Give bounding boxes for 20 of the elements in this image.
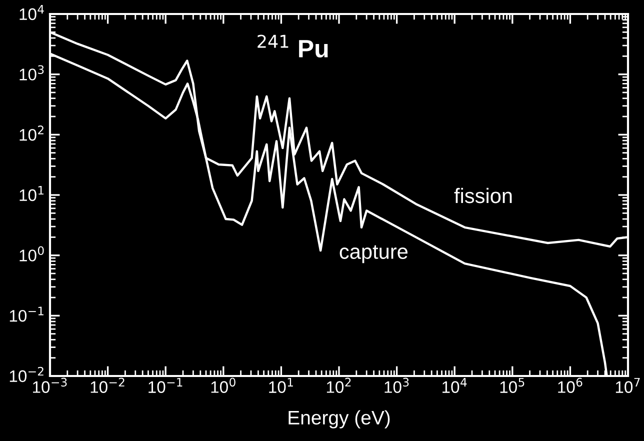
- series-label: capture: [340, 245, 408, 264]
- x-tick-label: 10$^{0}$: [211, 378, 236, 393]
- x-tick-label: 10$^{3}$: [384, 378, 409, 393]
- y-tick-label: 10$^{4}$: [20, 5, 44, 20]
- text: $^{241}$ Pu: [258, 34, 328, 58]
- series-label: fission: [454, 188, 512, 204]
- x-tick-label: 10$^{6}$: [558, 378, 582, 393]
- x-tick-label: 10$^{2}$: [326, 378, 351, 393]
- y-tick-label: 10$^{1}$: [20, 186, 44, 202]
- x-axis-title: Energy (eV): [288, 410, 390, 428]
- x-tick-label: 10$^{7}$: [616, 378, 640, 393]
- x-tick-label: 10$^{−2}$: [90, 378, 124, 393]
- x-tick-label: 10$^{4}$: [442, 378, 467, 393]
- x-tick-label: 10$^{1}$: [269, 378, 293, 393]
- x-tick-label: 10$^{5}$: [500, 378, 524, 393]
- y-tick-label: 10$^{2}$: [20, 126, 44, 141]
- x-tick-label: 10$^{−1}$: [148, 378, 182, 393]
- y-tick-label: 10$^{−1}$: [10, 306, 44, 322]
- y-tick-label: 10$^{3}$: [20, 65, 44, 80]
- y-tick-label: 10$^{0}$: [20, 246, 44, 262]
